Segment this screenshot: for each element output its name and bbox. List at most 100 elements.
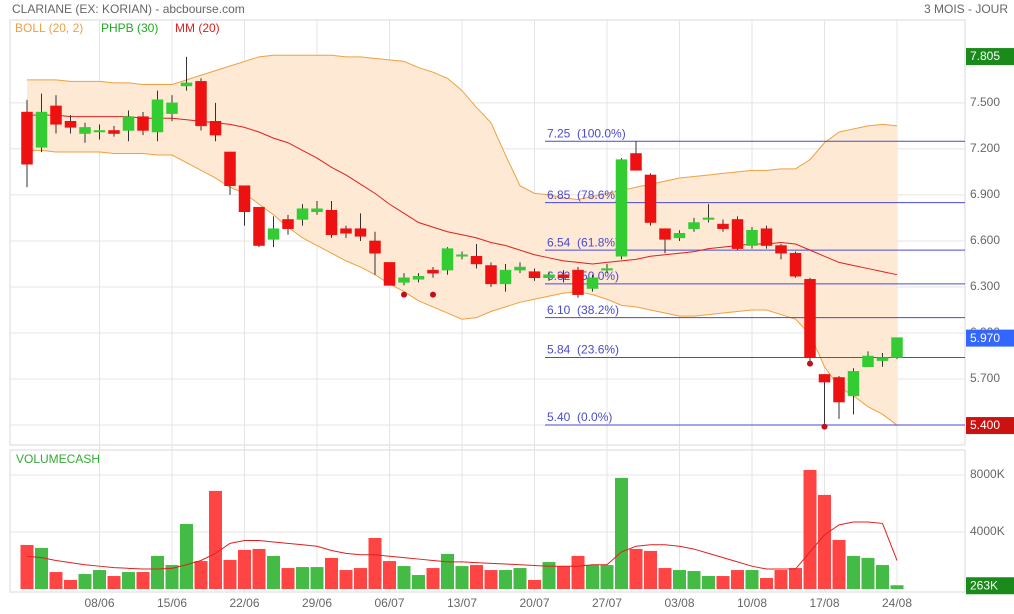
candle-body (412, 275, 425, 280)
phpb-marker (821, 423, 828, 430)
volume-bar (310, 567, 324, 589)
volume-bar (238, 549, 251, 589)
phpb-marker (807, 360, 813, 367)
volume-bar (267, 555, 280, 589)
candle-body (180, 82, 193, 87)
price-label-box (966, 329, 1014, 347)
candle-body (325, 210, 338, 236)
candle-body (122, 116, 135, 131)
volume-average (26, 521, 898, 570)
candle-body (615, 159, 628, 257)
candle-body (267, 228, 280, 240)
candle-body (586, 277, 599, 289)
volume-bar (876, 565, 889, 589)
y-tick-label: 7.200 (970, 141, 1000, 155)
candle-body (499, 269, 512, 285)
volume-bar (223, 559, 237, 589)
chart-subtitle: 3 MOIS - JOUR (924, 2, 1008, 16)
volume-bar (281, 568, 295, 589)
x-tick-label: 20/07 (519, 596, 549, 610)
candle-body (702, 217, 715, 220)
candle-body (876, 357, 889, 361)
y-tick-label: 6.900 (970, 187, 1000, 201)
candle-body (659, 228, 671, 240)
candle-body (789, 252, 802, 277)
fib-label: 5.40 (0.0%) (547, 410, 612, 424)
volume-bar (789, 568, 802, 589)
volume-bar (180, 523, 193, 589)
legend-entry: MM (20) (175, 21, 220, 35)
volume-bar (368, 537, 382, 589)
volume-bar (35, 547, 48, 589)
candle-body (717, 223, 729, 229)
x-tick-label: 15/06 (157, 596, 187, 610)
candle-body (398, 277, 410, 283)
volume-bar (557, 566, 570, 589)
candle-body (804, 279, 816, 358)
price-label-box (966, 48, 1014, 66)
candle-body (238, 185, 251, 213)
volume-bar (832, 539, 846, 589)
x-tick-label: 17/08 (809, 596, 839, 610)
legend-entry: BOLL (20, 2) (15, 21, 83, 35)
candle-body (485, 265, 497, 285)
volume-bar (702, 576, 715, 589)
volume-bar (731, 570, 744, 589)
candle-body (572, 269, 584, 295)
volume-bar (441, 553, 454, 589)
candle-body (354, 228, 367, 237)
candle-body (21, 111, 33, 165)
candle-body (64, 121, 77, 128)
volume-bar (412, 575, 425, 589)
volume-bar (760, 578, 773, 589)
candle-body (601, 268, 613, 271)
candle-body (456, 254, 468, 257)
fib-label: 5.84 (23.6%) (547, 343, 619, 357)
price-label: 7.805 (970, 49, 1000, 63)
y-tick-label: 5.700 (970, 371, 1000, 385)
candle-body (514, 266, 526, 271)
x-tick-label: 08/06 (84, 596, 114, 610)
volume-bar (513, 568, 527, 589)
volume-bar (890, 585, 904, 589)
price-label: 5.970 (970, 331, 1000, 345)
volume-tick-label: 8000K (970, 467, 1005, 481)
x-tick-label: 10/08 (737, 596, 767, 610)
volume-bar (455, 566, 469, 589)
bollinger-band (27, 55, 897, 426)
y-tick-label: 6.600 (970, 233, 1000, 247)
x-tick-label: 24/08 (882, 596, 912, 610)
candle-body (79, 127, 91, 134)
candle-body (108, 130, 120, 134)
candle-body (35, 111, 48, 148)
candle-body (470, 256, 483, 265)
price-label-box (966, 417, 1014, 435)
candle-body (775, 245, 787, 254)
candle-body (833, 377, 845, 403)
candle-body (543, 274, 555, 279)
volume-title: VOLUMECASH (16, 452, 100, 466)
volume-bar (803, 469, 817, 589)
candle-body (282, 219, 294, 229)
price-panel (9, 19, 966, 446)
candle-body (137, 116, 149, 131)
candle-body (688, 222, 700, 229)
candle-body (746, 229, 758, 246)
volume-label-box (966, 577, 1014, 595)
volume-bar (194, 561, 208, 589)
volume-bar (499, 570, 512, 589)
volume-bar (136, 572, 150, 589)
volume-bar (847, 555, 860, 589)
volume-bar (629, 548, 643, 589)
volume-panel (9, 449, 966, 593)
volume-bar (354, 568, 367, 589)
x-tick-label: 29/06 (302, 596, 332, 610)
candle-body (340, 228, 352, 234)
candle-body (427, 269, 439, 274)
volume-bar (600, 565, 614, 589)
candle-body (383, 262, 396, 286)
y-tick-label: 6.300 (970, 279, 1000, 293)
candle-body (369, 240, 381, 254)
fib-label: 6.10 (38.2%) (547, 303, 619, 317)
candle-body (195, 81, 207, 127)
